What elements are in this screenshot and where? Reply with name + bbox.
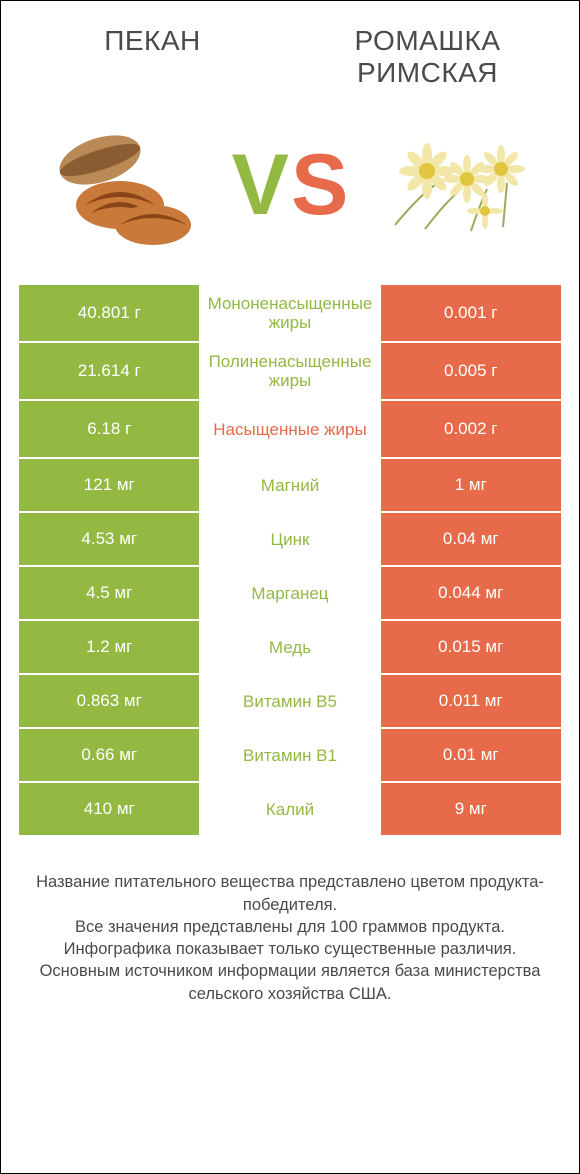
nutrient-label: Медь bbox=[199, 621, 380, 673]
value-right: 1 мг bbox=[381, 459, 561, 511]
value-right: 0.044 мг bbox=[381, 567, 561, 619]
value-left: 1.2 мг bbox=[19, 621, 199, 673]
value-left: 4.5 мг bbox=[19, 567, 199, 619]
nutrient-label: Мононенасыщенные жиры bbox=[199, 285, 380, 341]
title-right: РОМАШКАРИМСКАЯ bbox=[310, 25, 545, 89]
footer-line: Название питательного вещества представл… bbox=[23, 871, 557, 916]
value-left: 6.18 г bbox=[19, 401, 199, 457]
value-left: 121 мг bbox=[19, 459, 199, 511]
value-right: 0.005 г bbox=[381, 343, 561, 399]
nutrient-label: Полиненасыщенные жиры bbox=[199, 343, 380, 399]
value-right: 0.011 мг bbox=[381, 675, 561, 727]
footer-line: Все значения представлены для 100 граммо… bbox=[23, 916, 557, 938]
nutrient-label: Насыщенные жиры bbox=[199, 401, 380, 457]
footer-line: Основным источником информации является … bbox=[23, 960, 557, 1005]
chamomile-image bbox=[375, 125, 535, 245]
value-left: 0.863 мг bbox=[19, 675, 199, 727]
value-left: 4.53 мг bbox=[19, 513, 199, 565]
title-left: ПЕКАН bbox=[35, 25, 270, 89]
value-left: 21.614 г bbox=[19, 343, 199, 399]
nutrient-label: Магний bbox=[199, 459, 380, 511]
infographic: ПЕКАН РОМАШКАРИМСКАЯ VS bbox=[0, 0, 580, 1174]
vs-v: V bbox=[232, 142, 289, 228]
table-row: 0.863 мгВитамин B50.011 мг bbox=[19, 675, 561, 727]
value-right: 0.04 мг bbox=[381, 513, 561, 565]
value-right: 0.001 г bbox=[381, 285, 561, 341]
flower-1 bbox=[399, 143, 455, 199]
value-left: 40.801 г bbox=[19, 285, 199, 341]
hero-row: VS bbox=[1, 89, 579, 285]
table-row: 21.614 гПолиненасыщенные жиры0.005 г bbox=[19, 343, 561, 399]
table-row: 0.66 мгВитамин B10.01 мг bbox=[19, 729, 561, 781]
table-row: 6.18 гНасыщенные жиры0.002 г bbox=[19, 401, 561, 457]
nutrient-label: Витамин B1 bbox=[199, 729, 380, 781]
footer-notes: Название питательного вещества представл… bbox=[1, 835, 579, 1005]
nutrient-label: Калий bbox=[199, 783, 380, 835]
titles-row: ПЕКАН РОМАШКАРИМСКАЯ bbox=[1, 1, 579, 89]
value-right: 0.015 мг bbox=[381, 621, 561, 673]
nutrient-label: Витамин B5 bbox=[199, 675, 380, 727]
vs-s: S bbox=[291, 142, 348, 228]
footer-line: Инфографика показывает только существенн… bbox=[23, 938, 557, 960]
table-row: 4.5 мгМарганец0.044 мг bbox=[19, 567, 561, 619]
table-row: 410 мгКалий9 мг bbox=[19, 783, 561, 835]
table-row: 121 мгМагний1 мг bbox=[19, 459, 561, 511]
value-right: 0.002 г bbox=[381, 401, 561, 457]
comparison-table: 40.801 гМононенасыщенные жиры0.001 г21.6… bbox=[1, 285, 579, 835]
pecan-image bbox=[45, 125, 205, 245]
value-left: 410 мг bbox=[19, 783, 199, 835]
table-row: 1.2 мгМедь0.015 мг bbox=[19, 621, 561, 673]
nutrient-label: Цинк bbox=[199, 513, 380, 565]
table-row: 40.801 гМононенасыщенные жиры0.001 г bbox=[19, 285, 561, 341]
vs-label: VS bbox=[232, 142, 349, 228]
nutrient-label: Марганец bbox=[199, 567, 380, 619]
value-right: 9 мг bbox=[381, 783, 561, 835]
table-row: 4.53 мгЦинк0.04 мг bbox=[19, 513, 561, 565]
value-left: 0.66 мг bbox=[19, 729, 199, 781]
value-right: 0.01 мг bbox=[381, 729, 561, 781]
